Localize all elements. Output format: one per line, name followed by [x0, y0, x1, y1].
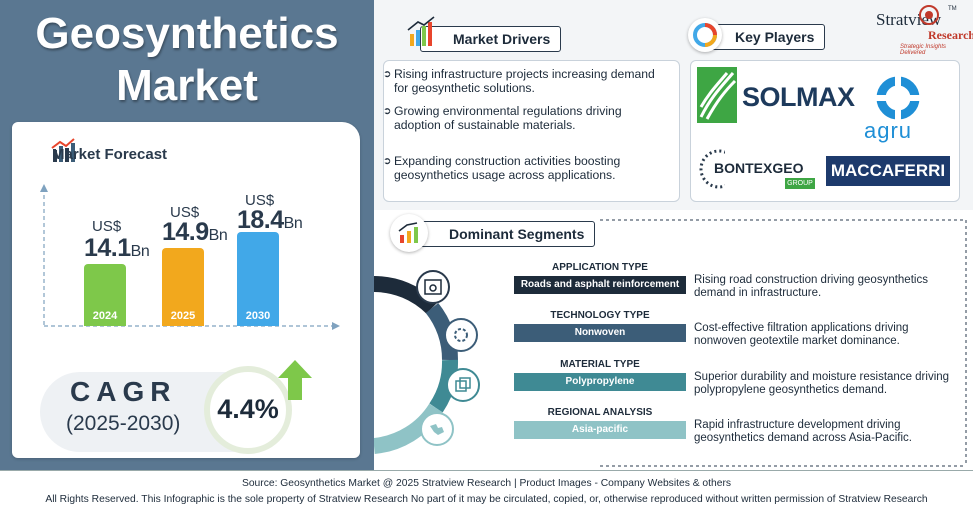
cagr-circle: [204, 366, 292, 454]
segment-value: Roads and asphalt reinforcement: [514, 276, 686, 294]
footer-rights: All Rights Reserved. This Infographic is…: [45, 494, 928, 505]
drivers-heading: Market Drivers: [420, 26, 562, 52]
forecast-bar-currency: US$: [245, 192, 275, 209]
page-title: Geosynthetics Market: [0, 8, 374, 112]
material-icon: [446, 368, 480, 402]
cagr-years: (2025-2030): [66, 412, 181, 435]
driver-item: Expanding construction activities boosti…: [383, 154, 664, 182]
segments-heading: Dominant Segments: [416, 221, 596, 247]
title-line-2: Market: [116, 61, 258, 110]
forecast-heading: Market Forecast: [52, 146, 168, 163]
maccaferri-logo: MACCAFERRI: [826, 156, 950, 186]
segment-value: Asia-pacific: [514, 421, 686, 439]
segment-type: APPLICATION TYPE: [552, 262, 648, 273]
segment-description: Superior durability and moisture resista…: [694, 371, 950, 396]
solmax-logo: SOLMAX: [742, 82, 855, 112]
forecast-bar-year: 2030: [245, 310, 271, 322]
players-heading: Key Players: [702, 24, 826, 50]
footer-source: Source: Geosynthetics Market @ 2025 Stra…: [241, 478, 732, 489]
segment-type: TECHNOLOGY TYPE: [550, 310, 650, 321]
brand-tagline: Strategic Insights Delivered: [900, 44, 947, 56]
segment-value: Nonwoven: [514, 324, 686, 342]
forecast-bar-value: 14.9Bn: [162, 218, 228, 246]
forecast-bar-unit: Bn: [208, 227, 228, 244]
forecast-bar-value: 14.1Bn: [84, 234, 150, 262]
application-gear-icon: [416, 270, 450, 304]
segment-description: Rapid infrastructure development driving…: [694, 419, 912, 444]
growth-chart-icon: [406, 16, 438, 48]
segment-value: Polypropylene: [514, 373, 686, 391]
agru-logo: agru: [864, 118, 913, 143]
bontexgeo-logo: BONTEXGEO: [714, 160, 804, 176]
trend-icon: [390, 214, 428, 252]
cagr-value: 4.4%: [217, 394, 279, 424]
forecast-bar-year: 2024: [92, 310, 118, 322]
brand-target-icon: [918, 4, 940, 26]
technology-icon: [444, 318, 478, 352]
brand-sub: Research: [928, 28, 973, 42]
driver-item: Rising infrastructure projects increasin…: [383, 67, 664, 95]
segment-description: Cost-effective filtration applications d…: [694, 322, 909, 347]
brand-name: Stratview: [876, 10, 942, 29]
agru-logo-mark: [874, 74, 922, 122]
bar-chart-icon: [50, 138, 76, 164]
segment-type: MATERIAL TYPE: [560, 359, 640, 370]
brand-tm: TM: [948, 6, 957, 12]
forecast-bar-year: 2025: [170, 310, 196, 322]
footer: Source: Geosynthetics Market @ 2025 Stra…: [0, 470, 973, 509]
forecast-bar-value: 18.4Bn: [237, 206, 303, 234]
globe-icon: [420, 412, 454, 446]
forecast-bar-currency: US$: [92, 218, 122, 235]
bontexgeo-group-tag: GROUP: [785, 178, 815, 189]
segment-description: Rising road construction driving geosynt…: [694, 274, 928, 299]
segment-type: REGIONAL ANALYSIS: [547, 407, 653, 418]
arrow-up-icon: [278, 360, 312, 400]
title-line-1: Geosynthetics: [35, 9, 339, 58]
forecast-bar: 2025: [162, 248, 204, 326]
forecast-bar-unit: Bn: [283, 215, 303, 232]
cagr-label: CAGR: [70, 376, 177, 407]
driver-item: Growing environmental regulations drivin…: [383, 104, 664, 132]
forecast-bar-unit: Bn: [130, 243, 150, 260]
forecast-bar: 2024: [84, 264, 126, 326]
forecast-axes: [40, 184, 340, 330]
forecast-bar-currency: US$: [170, 204, 200, 221]
segments-frame: [600, 219, 967, 467]
solmax-logo-mark: [697, 67, 737, 123]
pie-chart-icon: [688, 18, 722, 52]
forecast-bar: 2030: [237, 232, 279, 326]
